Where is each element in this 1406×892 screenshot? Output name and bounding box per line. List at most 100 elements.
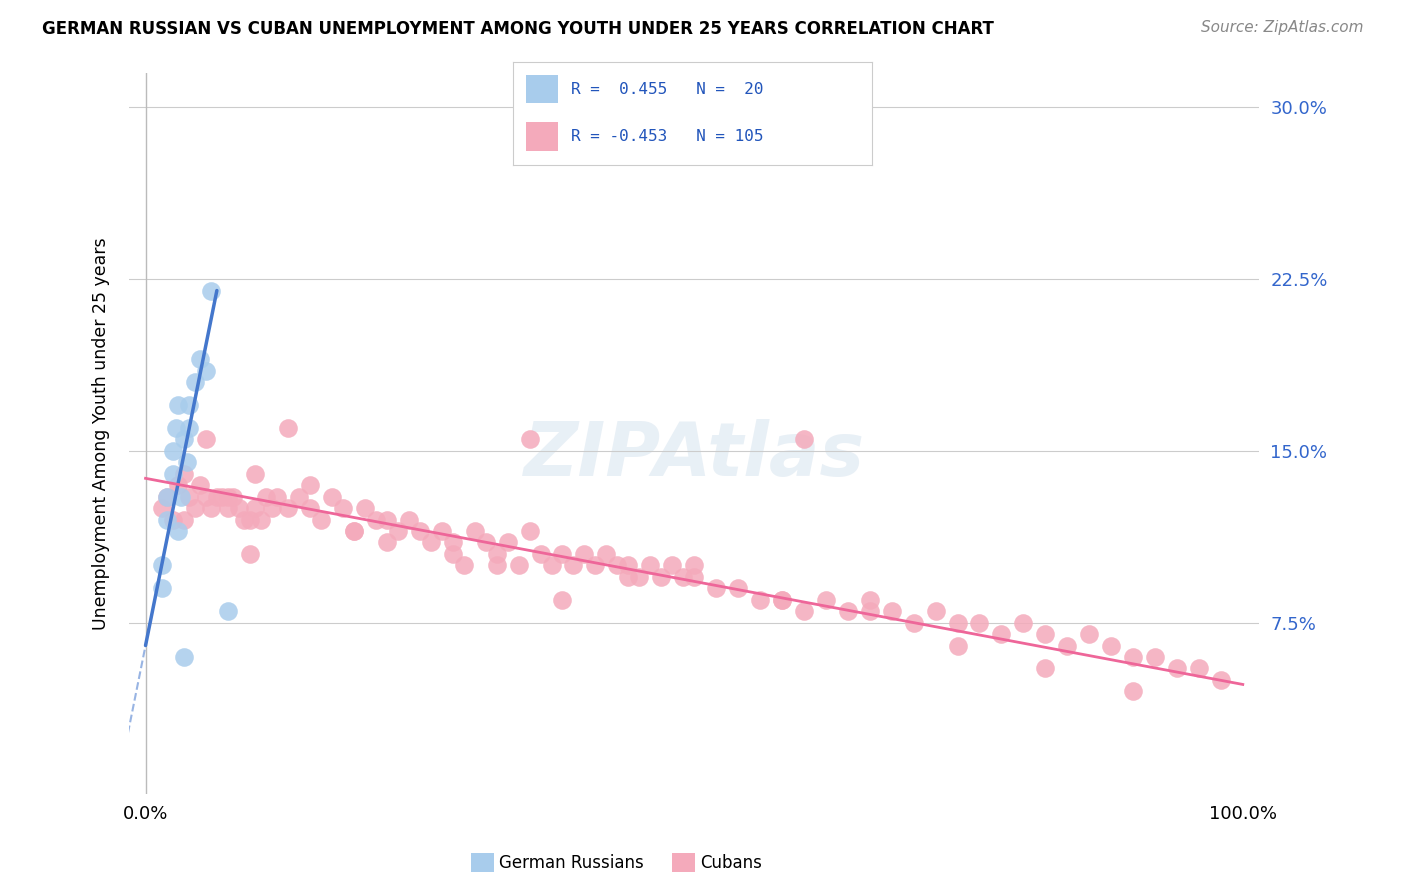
Point	[638, 558, 661, 573]
Point	[683, 558, 706, 573]
Point	[299, 478, 322, 492]
Point	[228, 501, 250, 516]
Text: German Russians: German Russians	[499, 854, 644, 871]
Point	[179, 490, 201, 504]
Text: Cubans: Cubans	[700, 854, 762, 871]
Point	[1122, 650, 1144, 665]
Point	[200, 501, 222, 516]
Point	[387, 524, 409, 538]
Point	[173, 650, 195, 665]
Point	[217, 501, 239, 516]
Point	[770, 592, 793, 607]
Point	[165, 421, 187, 435]
Point	[946, 615, 969, 630]
Point	[211, 490, 233, 504]
Point	[217, 604, 239, 618]
Point	[332, 501, 354, 516]
Point	[485, 547, 508, 561]
Point	[704, 581, 727, 595]
Point	[173, 433, 195, 447]
Point	[474, 535, 496, 549]
Point	[173, 467, 195, 481]
Point	[245, 467, 267, 481]
Point	[375, 535, 398, 549]
Point	[239, 512, 262, 526]
Point	[1188, 661, 1211, 675]
Point	[770, 592, 793, 607]
Point	[1078, 627, 1101, 641]
Point	[375, 512, 398, 526]
Point	[194, 364, 217, 378]
Point	[343, 524, 366, 538]
Point	[266, 490, 288, 504]
Point	[260, 501, 283, 516]
Point	[167, 524, 190, 538]
Point	[441, 547, 464, 561]
Point	[205, 490, 228, 504]
Point	[1122, 684, 1144, 698]
Point	[200, 284, 222, 298]
Point	[969, 615, 991, 630]
Text: R = -0.453   N = 105: R = -0.453 N = 105	[571, 128, 763, 144]
Point	[299, 501, 322, 516]
Point	[179, 421, 201, 435]
Point	[837, 604, 859, 618]
Point	[519, 524, 541, 538]
Point	[1012, 615, 1035, 630]
Point	[277, 421, 299, 435]
Point	[173, 512, 195, 526]
Point	[617, 558, 640, 573]
Point	[793, 604, 815, 618]
Point	[190, 478, 212, 492]
Point	[793, 433, 815, 447]
Point	[321, 490, 343, 504]
Point	[162, 443, 184, 458]
Point	[814, 592, 837, 607]
Point	[150, 558, 173, 573]
Point	[288, 490, 311, 504]
Point	[167, 398, 190, 412]
Point	[233, 512, 256, 526]
Point	[453, 558, 475, 573]
Point	[249, 512, 271, 526]
Text: GERMAN RUSSIAN VS CUBAN UNEMPLOYMENT AMONG YOUTH UNDER 25 YEARS CORRELATION CHAR: GERMAN RUSSIAN VS CUBAN UNEMPLOYMENT AMO…	[42, 20, 994, 37]
Point	[903, 615, 925, 630]
Point	[859, 604, 882, 618]
Point	[277, 501, 299, 516]
Point	[162, 512, 184, 526]
Point	[496, 535, 519, 549]
Point	[194, 433, 217, 447]
Point	[398, 512, 420, 526]
Text: R =  0.455   N =  20: R = 0.455 N = 20	[571, 81, 763, 96]
Point	[628, 570, 651, 584]
Point	[990, 627, 1012, 641]
Point	[727, 581, 749, 595]
Point	[749, 592, 772, 607]
Point	[150, 581, 173, 595]
Point	[1143, 650, 1166, 665]
Point	[184, 501, 207, 516]
Point	[672, 570, 695, 584]
Point	[162, 467, 184, 481]
Point	[441, 535, 464, 549]
Point	[176, 455, 198, 469]
Point	[190, 352, 212, 367]
Point	[551, 592, 574, 607]
Point	[1209, 673, 1232, 687]
Point	[617, 570, 640, 584]
Point	[583, 558, 606, 573]
Point	[661, 558, 683, 573]
Point	[156, 490, 179, 504]
Point	[309, 512, 332, 526]
Point	[946, 639, 969, 653]
Point	[150, 501, 173, 516]
Point	[156, 490, 179, 504]
Point	[859, 592, 882, 607]
Point	[551, 547, 574, 561]
Point	[562, 558, 585, 573]
Point	[540, 558, 562, 573]
Point	[683, 570, 706, 584]
Point	[222, 490, 245, 504]
Point	[1166, 661, 1188, 675]
Point	[169, 490, 191, 504]
